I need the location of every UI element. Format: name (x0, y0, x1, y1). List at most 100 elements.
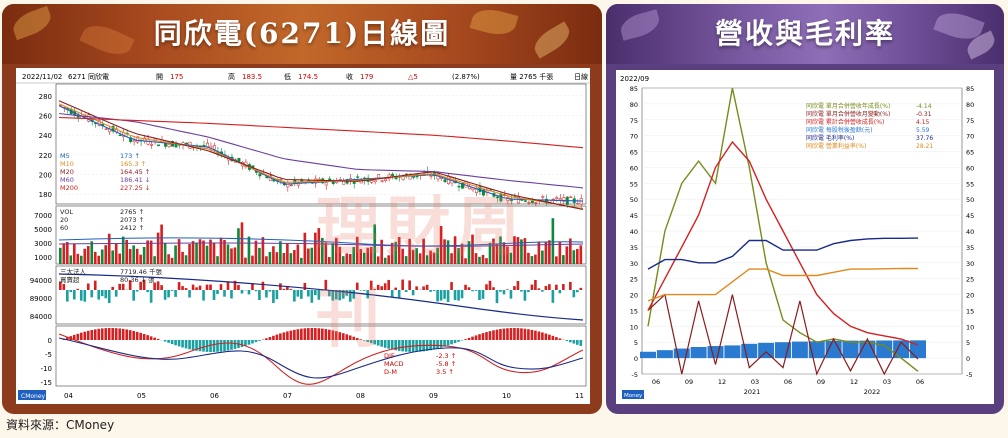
volume-bar (446, 240, 450, 264)
volume-bar (142, 246, 146, 264)
candle-body (534, 202, 538, 204)
cmoney-badge: CMoney (21, 393, 46, 400)
inst-bar (373, 289, 377, 290)
inst-legend-value: 80.36 ↓ 張 (120, 276, 155, 284)
inst-bar (76, 288, 80, 290)
volume-bar (104, 245, 108, 264)
inst-bar (268, 290, 272, 292)
inst-bar (163, 290, 167, 300)
volume-bar (362, 252, 366, 264)
candle-body (209, 145, 213, 148)
inst-bar (170, 290, 174, 291)
macd-legend-value: 3.5 ↑ (436, 368, 454, 376)
volume-bar (128, 249, 132, 264)
volume-bar (191, 241, 195, 264)
price-tick-label: 180 (39, 191, 52, 199)
volume-bar (324, 242, 328, 264)
macd-histogram-bar (212, 340, 216, 352)
candle-body (461, 182, 464, 189)
macd-histogram-bar (334, 331, 338, 340)
macd-histogram-bar (219, 340, 223, 352)
header-field-4: 高 (228, 72, 235, 81)
candle-body (457, 185, 461, 188)
volume-bar (251, 255, 254, 264)
volume-bar (121, 236, 125, 264)
volume-bar (321, 237, 324, 264)
source-note: 資料來源：CMoney (6, 418, 115, 432)
ma-line-m20 (58, 100, 584, 211)
macd-histogram-bar (230, 340, 233, 350)
series-line-2 (647, 140, 919, 346)
inst-bar (149, 290, 153, 303)
inst-bar (160, 285, 163, 290)
inst-bar (286, 286, 289, 290)
inst-bar (355, 282, 359, 290)
macd-histogram-bar (523, 328, 527, 340)
inst-bar (156, 281, 160, 290)
volume-bar (317, 228, 321, 264)
macd-histogram-bar (362, 340, 366, 341)
inst-bar (177, 282, 181, 290)
volume-bar (247, 236, 251, 264)
macd-histogram-bar (502, 328, 506, 340)
macd-histogram-bar (548, 334, 551, 340)
volume-bar (376, 256, 380, 264)
macd-histogram-bar (488, 331, 492, 340)
volume-bar (537, 241, 541, 264)
volume-tick-label: 1000 (34, 254, 52, 262)
right-axis-tick: 45 (966, 212, 974, 220)
volume-bar (90, 241, 94, 264)
macd-line (58, 337, 584, 379)
volume-bar (558, 241, 562, 264)
macd-histogram-bar (520, 328, 523, 340)
volume-bar (513, 236, 516, 264)
macd-histogram-bar (352, 336, 356, 340)
macd-histogram-bar (485, 332, 488, 340)
macd-histogram-bar (530, 329, 534, 340)
volume-bar (268, 251, 272, 264)
macd-histogram-bar (282, 332, 286, 340)
vol-legend-label: 60 (60, 224, 68, 232)
candle-body (289, 184, 293, 187)
volume-bar (481, 254, 485, 264)
header-field-7: 174.5 (298, 73, 318, 81)
macd-histogram-bar (534, 330, 537, 340)
macd-histogram-bar (453, 340, 457, 344)
inst-holding-line (58, 273, 584, 321)
inst-bar (436, 290, 439, 302)
macd-histogram-bar (114, 328, 118, 340)
volume-bar (562, 255, 565, 264)
volume-bar (488, 242, 492, 264)
price-tick-label: 240 (39, 132, 52, 140)
candle-body (118, 134, 122, 137)
eps-bar (640, 351, 656, 359)
macd-histogram-bar (254, 340, 258, 343)
left-axis-tick: 20 (630, 292, 638, 300)
volume-bar (387, 255, 390, 264)
volume-bar (453, 236, 457, 264)
macd-histogram-bar (268, 337, 272, 340)
inst-bar (478, 290, 481, 301)
macd-histogram-bar (272, 335, 275, 340)
inst-bar (321, 290, 324, 291)
macd-histogram-bar (432, 340, 436, 350)
year-label: 2022 (864, 388, 881, 396)
inst-bar (181, 286, 184, 290)
right-axis-tick: 70 (966, 133, 974, 141)
inst-bar (223, 290, 226, 297)
volume-bar (331, 243, 335, 264)
eps-bar (724, 345, 741, 359)
legend-label: 同欣電 單月合併營收年成長(%) (806, 102, 890, 110)
ma-line-m10 (58, 103, 584, 210)
candle-body (527, 202, 531, 204)
volume-bar (355, 236, 359, 264)
volume-bar (334, 237, 338, 264)
inst-bar (114, 290, 118, 297)
macd-histogram-bar (104, 328, 108, 340)
volume-bar (167, 254, 170, 264)
candle-body (167, 144, 171, 147)
volume-bar (289, 253, 293, 264)
volume-bar (397, 237, 401, 264)
volume-bar (450, 253, 453, 264)
revenue-chart-svg: 2022/09858075706560555045403530252015105… (620, 75, 974, 399)
